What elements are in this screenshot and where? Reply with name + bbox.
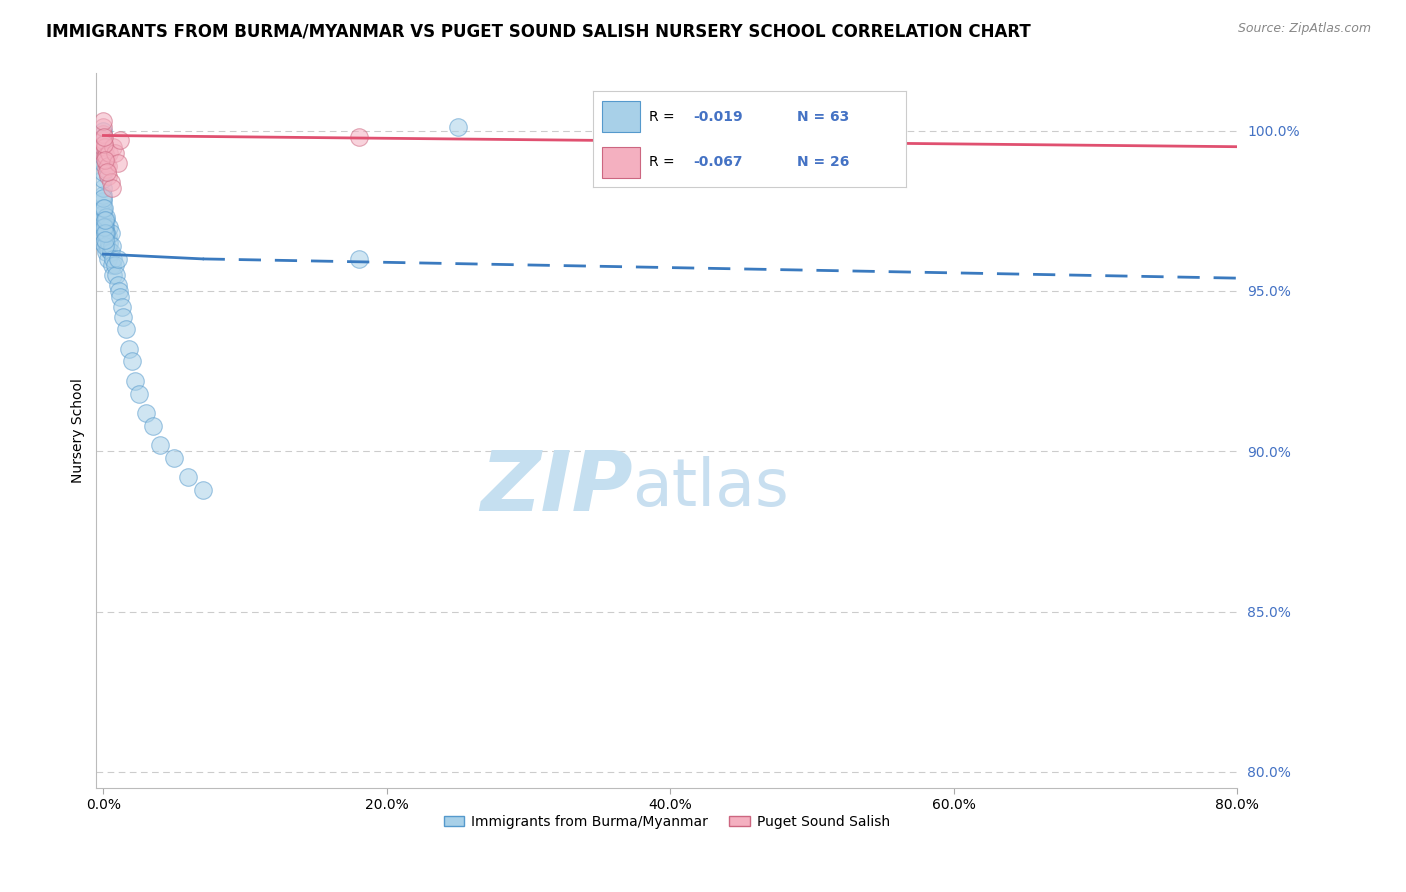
Text: IMMIGRANTS FROM BURMA/MYANMAR VS PUGET SOUND SALISH NURSERY SCHOOL CORRELATION C: IMMIGRANTS FROM BURMA/MYANMAR VS PUGET S… — [46, 22, 1031, 40]
Point — [101, 181, 124, 195]
Point — [128, 386, 150, 401]
Point — [93, 130, 115, 145]
Point — [97, 229, 120, 244]
Point — [100, 245, 122, 260]
Point — [96, 162, 118, 177]
Point — [96, 235, 118, 250]
Point — [94, 139, 117, 153]
Point — [98, 235, 121, 250]
Point — [94, 227, 117, 241]
Point — [97, 242, 120, 256]
Point — [93, 191, 115, 205]
Point — [93, 213, 115, 227]
Point — [93, 130, 115, 145]
Point — [347, 252, 370, 266]
Point — [96, 227, 118, 241]
Text: ZIP: ZIP — [479, 447, 633, 528]
Point — [93, 114, 115, 128]
Point — [93, 227, 115, 241]
Point — [94, 239, 117, 253]
Point — [105, 268, 128, 282]
Point — [191, 483, 214, 497]
Point — [93, 127, 115, 141]
Point — [93, 139, 115, 153]
Point — [93, 120, 115, 135]
Point — [100, 227, 122, 241]
Point — [97, 252, 120, 266]
Point — [103, 139, 125, 153]
Point — [688, 139, 710, 153]
Point — [94, 233, 117, 247]
Point — [94, 149, 117, 163]
Point — [118, 342, 141, 356]
Point — [98, 146, 121, 161]
Point — [100, 175, 122, 189]
Point — [97, 159, 120, 173]
Point — [96, 165, 118, 179]
Text: atlas: atlas — [633, 456, 789, 520]
Point — [107, 155, 129, 169]
Point — [93, 235, 115, 250]
Point — [93, 219, 115, 234]
Point — [97, 169, 120, 183]
Point — [347, 130, 370, 145]
Point — [177, 470, 200, 484]
Point — [142, 418, 165, 433]
Point — [93, 227, 115, 241]
Point — [121, 354, 143, 368]
Point — [93, 171, 115, 186]
Point — [96, 245, 118, 260]
Point — [93, 153, 115, 167]
Point — [94, 211, 117, 225]
Point — [93, 219, 115, 234]
Point — [93, 136, 115, 151]
Point — [93, 149, 115, 163]
Point — [112, 310, 135, 324]
Text: Source: ZipAtlas.com: Source: ZipAtlas.com — [1237, 22, 1371, 36]
Point — [103, 268, 125, 282]
Point — [93, 213, 115, 227]
Point — [94, 155, 117, 169]
Point — [94, 219, 117, 234]
Point — [107, 277, 129, 292]
Point — [101, 239, 124, 253]
Point — [93, 187, 115, 202]
Point — [107, 252, 129, 266]
Point — [124, 374, 146, 388]
Point — [93, 146, 115, 161]
Point — [104, 258, 127, 272]
Point — [104, 146, 127, 161]
Point — [110, 133, 132, 147]
Point — [163, 450, 186, 465]
Point — [93, 201, 115, 215]
Point — [101, 258, 124, 272]
Point — [93, 124, 115, 138]
Point — [115, 322, 138, 336]
Point — [135, 406, 157, 420]
Y-axis label: Nursery School: Nursery School — [72, 378, 86, 483]
Point — [111, 300, 134, 314]
Point — [149, 438, 172, 452]
Legend: Immigrants from Burma/Myanmar, Puget Sound Salish: Immigrants from Burma/Myanmar, Puget Sou… — [439, 809, 896, 835]
Point — [98, 219, 121, 234]
Point — [103, 252, 125, 266]
Point — [108, 284, 131, 298]
Point — [93, 207, 115, 221]
Point — [93, 181, 115, 195]
Point — [93, 139, 115, 153]
Point — [110, 290, 132, 304]
Point — [447, 120, 470, 135]
Point — [93, 155, 115, 169]
Point — [93, 201, 115, 215]
Point — [93, 133, 115, 147]
Point — [93, 203, 115, 218]
Point — [93, 165, 115, 179]
Point — [96, 213, 118, 227]
Point — [96, 149, 118, 163]
Point — [93, 194, 115, 209]
